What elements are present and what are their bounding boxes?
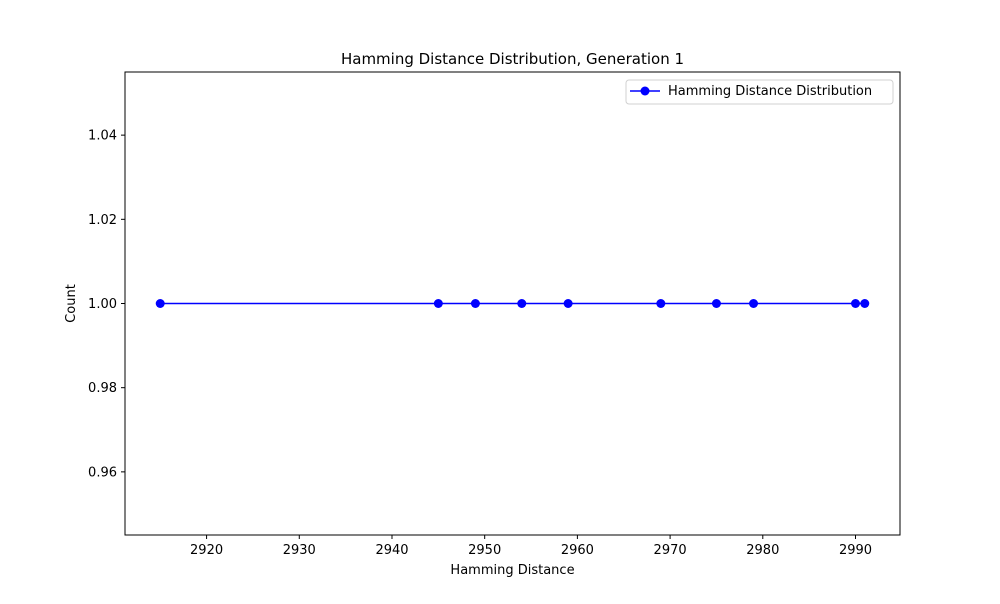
x-tick-label: 2970: [654, 543, 687, 558]
legend-label: Hamming Distance Distribution: [668, 84, 872, 99]
data-point: [433, 299, 443, 308]
data-point: [656, 299, 666, 308]
legend-marker: [640, 86, 650, 96]
y-tick-label: 1.04: [88, 129, 117, 144]
data-point: [851, 299, 861, 308]
data-point: [860, 299, 870, 308]
y-tick-label: 0.98: [88, 381, 117, 396]
x-axis: 2920 2930 2940 2950 2960 2970 2980 2990: [190, 535, 872, 558]
legend-box: [625, 79, 894, 105]
x-tick-label: 2940: [375, 543, 408, 558]
y-axis-label: Count: [64, 284, 79, 323]
chart-title: Hamming Distance Distribution, Generatio…: [341, 50, 684, 68]
x-tick-label: 2990: [839, 543, 872, 558]
y-tick-label: 0.96: [88, 465, 117, 480]
y-tick-label: 1.00: [88, 297, 117, 312]
x-tick-label: 2920: [190, 543, 223, 558]
y-tick-label: 1.02: [88, 213, 117, 228]
data-point: [470, 299, 480, 308]
data-point: [517, 299, 527, 308]
data-point: [711, 299, 721, 308]
x-tick-label: 2980: [746, 543, 779, 558]
data-point: [155, 299, 165, 308]
series-layer: [155, 299, 870, 308]
x-axis-label: Hamming Distance: [450, 563, 574, 578]
x-tick-label: 2950: [468, 543, 501, 558]
data-point: [563, 299, 573, 308]
data-point: [749, 299, 759, 308]
x-tick-label: 2960: [561, 543, 594, 558]
y-axis: 0.96 0.98 1.00 1.02 1.04: [88, 129, 125, 480]
x-tick-label: 2930: [283, 543, 316, 558]
legend: Hamming Distance Distribution: [625, 79, 894, 105]
